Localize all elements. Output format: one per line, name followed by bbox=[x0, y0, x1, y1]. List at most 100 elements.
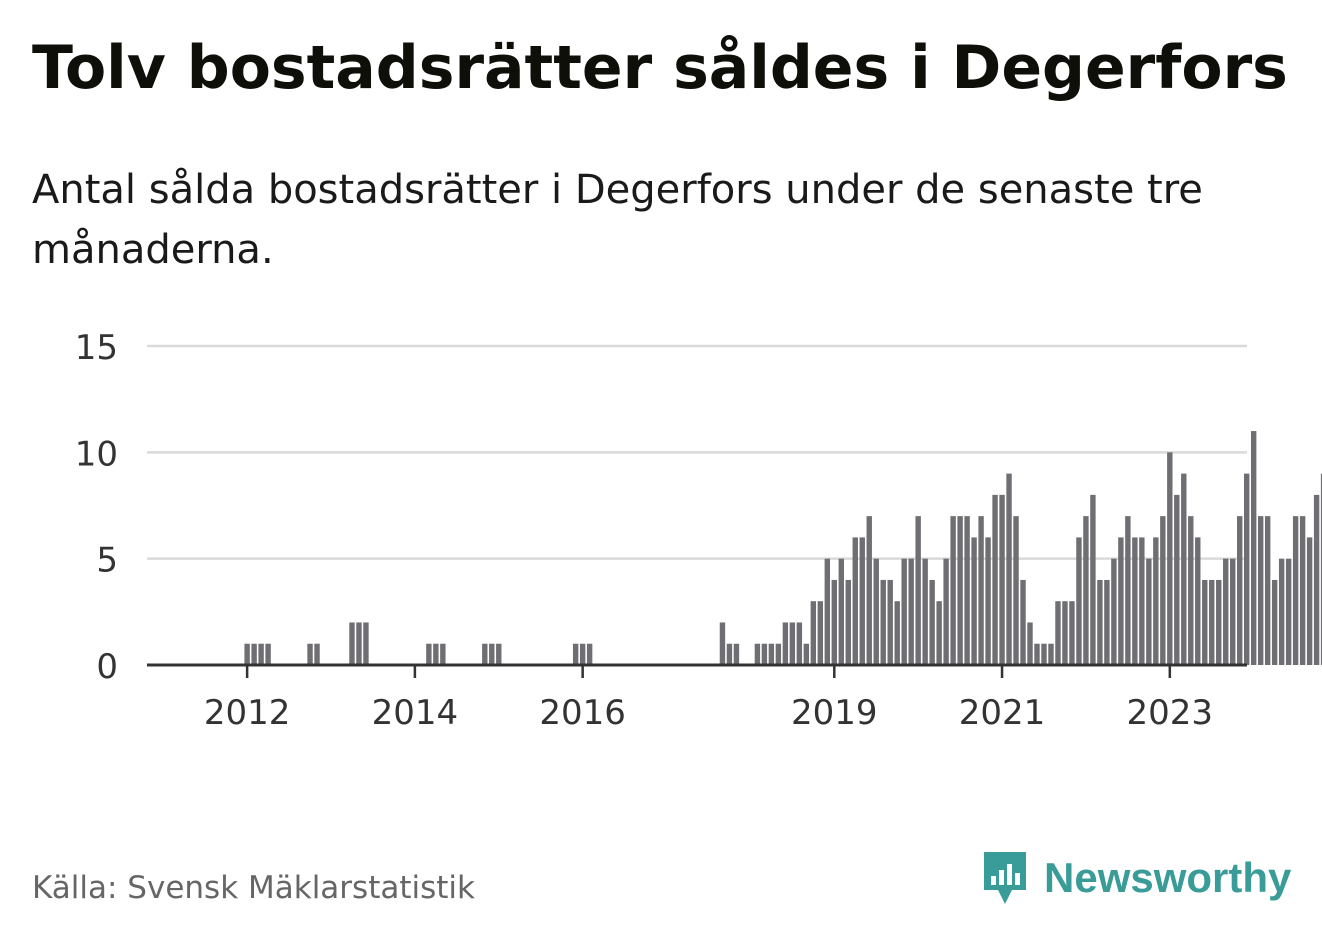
bar bbox=[817, 601, 824, 665]
bar bbox=[845, 579, 851, 665]
bar bbox=[775, 643, 782, 665]
bar bbox=[1139, 537, 1145, 665]
bar bbox=[1271, 579, 1278, 665]
bar bbox=[1237, 516, 1243, 665]
bar bbox=[1090, 494, 1096, 665]
bar bbox=[922, 558, 928, 665]
bar bbox=[1055, 601, 1061, 665]
bar bbox=[244, 643, 250, 665]
y-tick-label: 10 bbox=[75, 434, 118, 474]
bar bbox=[1027, 622, 1033, 665]
bar bbox=[1083, 516, 1089, 665]
bar bbox=[1313, 494, 1320, 665]
bar bbox=[1299, 516, 1306, 665]
bar bbox=[810, 601, 817, 665]
bar bbox=[894, 601, 900, 665]
bar bbox=[873, 558, 879, 665]
bar bbox=[929, 579, 935, 665]
bar bbox=[1188, 516, 1194, 665]
bar bbox=[579, 643, 586, 665]
bar bbox=[349, 622, 355, 665]
bar bbox=[363, 622, 369, 665]
bar bbox=[1111, 558, 1117, 665]
bar bbox=[433, 643, 439, 665]
bar bbox=[1230, 558, 1236, 665]
bar bbox=[1250, 431, 1257, 665]
bar bbox=[726, 643, 733, 665]
bar bbox=[1223, 558, 1229, 665]
bar bbox=[901, 558, 907, 665]
bar bbox=[761, 643, 768, 665]
source-note: Källa: Svensk Mäklarstatistik bbox=[32, 870, 475, 906]
bar bbox=[440, 643, 446, 665]
bar bbox=[1041, 643, 1047, 665]
bar bbox=[838, 558, 844, 665]
bar bbox=[1278, 558, 1285, 665]
bar bbox=[496, 643, 502, 665]
x-tick-label: 2023 bbox=[1127, 693, 1214, 733]
newsworthy-logo-icon bbox=[984, 852, 1026, 904]
chart-title: Tolv bostadsrätter såldes i Degerfors bbox=[32, 33, 1288, 103]
bar bbox=[1076, 537, 1082, 665]
x-tick-label: 2014 bbox=[372, 693, 459, 733]
y-tick-label: 5 bbox=[96, 541, 118, 581]
bar bbox=[768, 643, 775, 665]
bar bbox=[1202, 579, 1208, 665]
bar bbox=[1013, 516, 1019, 665]
x-tick-label: 2016 bbox=[539, 693, 626, 733]
bar bbox=[754, 643, 761, 665]
bar bbox=[803, 643, 810, 665]
bar bbox=[992, 494, 998, 665]
bar bbox=[789, 622, 796, 665]
bar bbox=[1020, 579, 1026, 665]
bar bbox=[908, 558, 914, 665]
bar bbox=[1209, 579, 1215, 665]
bar bbox=[733, 643, 740, 665]
bar bbox=[852, 537, 858, 665]
bar bbox=[1174, 494, 1180, 665]
bar bbox=[1104, 579, 1110, 665]
bar bbox=[1146, 558, 1152, 665]
bar bbox=[1320, 473, 1322, 665]
bar bbox=[782, 622, 789, 665]
brand-logo: Newsworthy bbox=[980, 848, 1291, 908]
bar bbox=[866, 516, 872, 665]
bar bbox=[1167, 452, 1173, 665]
bar bbox=[1132, 537, 1138, 665]
bar bbox=[307, 643, 313, 665]
bar bbox=[1160, 516, 1166, 665]
bar bbox=[796, 622, 803, 665]
bar bbox=[1285, 558, 1292, 665]
bar bbox=[1048, 643, 1054, 665]
bar bbox=[265, 643, 271, 665]
bar bbox=[1264, 516, 1271, 665]
bar bbox=[251, 643, 257, 665]
bar bbox=[1034, 643, 1040, 665]
bar bbox=[985, 537, 991, 665]
bar bbox=[950, 516, 956, 665]
bar bbox=[971, 537, 977, 665]
bar bbox=[356, 622, 362, 665]
bar bbox=[1181, 473, 1187, 665]
bar bbox=[957, 516, 963, 665]
bar bbox=[943, 558, 949, 665]
bar bbox=[1257, 516, 1264, 665]
bar bbox=[1069, 601, 1075, 665]
bar bbox=[1125, 516, 1131, 665]
bar bbox=[978, 516, 984, 665]
x-tick-label: 2021 bbox=[959, 693, 1046, 733]
x-tick-label: 2012 bbox=[204, 693, 291, 733]
bar bbox=[1195, 537, 1201, 665]
brand-name: Newsworthy bbox=[1044, 854, 1292, 901]
bar bbox=[489, 643, 495, 665]
bar bbox=[314, 643, 320, 665]
bar-chart: 05101520122014201620192021202312 bbox=[75, 328, 1322, 733]
bar bbox=[1118, 537, 1124, 665]
bar bbox=[1244, 473, 1250, 665]
y-tick-label: 15 bbox=[75, 328, 118, 368]
bar bbox=[887, 579, 893, 665]
bar bbox=[426, 643, 432, 665]
bar bbox=[1216, 579, 1222, 665]
y-tick-label: 0 bbox=[96, 647, 118, 687]
bar bbox=[915, 516, 921, 665]
